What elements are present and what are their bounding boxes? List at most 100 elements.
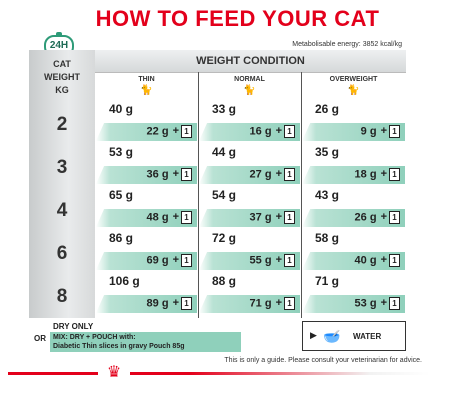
plus-sign: + — [275, 125, 282, 138]
mix-amount: 89 g +1 — [147, 297, 192, 310]
mix-band — [96, 295, 197, 313]
plus-sign: + — [275, 211, 282, 224]
plus-sign: + — [275, 254, 282, 267]
mix-band — [302, 252, 405, 270]
mix-amount: 9 g +1 — [361, 125, 400, 138]
plus-sign: + — [172, 297, 179, 310]
column-label: THIN — [138, 76, 155, 83]
dry-amount: 54 g — [212, 188, 237, 202]
water-bowl-icon: 🥣 — [323, 328, 341, 344]
plus-sign: + — [380, 254, 387, 267]
dry-amount: 65 g — [109, 188, 134, 202]
dry-amount: 106 g — [109, 274, 140, 288]
cat-icon: 🐈 — [140, 85, 153, 96]
mix-dry-amount: 37 g — [249, 211, 272, 224]
mix-dry-amount: 55 g — [249, 254, 272, 267]
pouch-icon: 1 — [284, 168, 295, 181]
pouch-icon: 1 — [284, 125, 295, 138]
plus-sign: + — [172, 211, 179, 224]
pouch-icon: 1 — [181, 297, 192, 310]
weight-header: CAT WEIGHT KG — [29, 58, 95, 97]
dry-amount: 58 g — [315, 231, 340, 245]
mix-band — [302, 123, 405, 141]
mix-dry-amount: 26 g — [354, 211, 377, 224]
mix-dry-amount: 22 g — [146, 125, 169, 138]
plus-sign: + — [275, 297, 282, 310]
mix-amount: 26 g +1 — [355, 211, 400, 224]
pouch-icon: 1 — [389, 125, 400, 138]
plus-sign: + — [172, 125, 179, 138]
plus-sign: + — [380, 125, 387, 138]
mix-amount: 22 g +1 — [147, 125, 192, 138]
plus-sign: + — [172, 168, 179, 181]
mix-band — [199, 123, 300, 141]
mix-amount: 48 g +1 — [147, 211, 192, 224]
mix-amount: 37 g +1 — [250, 211, 295, 224]
divider — [301, 72, 302, 318]
header-line: KG — [55, 85, 69, 95]
guide-note: This is only a guide. Please consult you… — [224, 357, 422, 364]
dry-amount: 43 g — [315, 188, 340, 202]
mix-amount: 27 g +1 — [250, 168, 295, 181]
mix-amount: 53 g +1 — [355, 297, 400, 310]
page-title: HOW TO FEED YOUR CAT — [95, 6, 380, 31]
header-line: WEIGHT — [44, 72, 80, 82]
arrow-icon: ▶ — [310, 330, 317, 340]
mix-legend: MIX: DRY + POUCH with: Diabetic Thin sli… — [50, 332, 241, 352]
mix-dry-amount: 9 g — [360, 125, 377, 138]
mix-band — [302, 295, 405, 313]
pouch-icon: 1 — [181, 168, 192, 181]
mix-dry-amount: 40 g — [354, 254, 377, 267]
weight-column: CAT WEIGHT KG — [29, 50, 95, 318]
mix-amount: 40 g +1 — [355, 254, 400, 267]
cat-icon: 🐈 — [243, 85, 256, 96]
dry-amount: 53 g — [109, 145, 134, 159]
weight-kg: 3 — [56, 157, 68, 178]
pouch-icon: 1 — [389, 297, 400, 310]
weight-kg: 8 — [56, 286, 68, 307]
mix-dry-amount: 36 g — [146, 168, 169, 181]
mix-dry-amount: 69 g — [146, 254, 169, 267]
header-line: CAT — [53, 59, 71, 69]
dry-amount: 72 g — [212, 231, 237, 245]
column-label: OVERWEIGHT — [329, 76, 378, 83]
pouch-icon: 1 — [389, 254, 400, 267]
mix-band — [199, 295, 300, 313]
column-label: NORMAL — [234, 76, 265, 83]
column-overweight: OVERWEIGHT 🐈 — [301, 72, 406, 100]
mix-band — [96, 166, 197, 184]
column-normal: NORMAL 🐈 — [198, 72, 301, 100]
dry-amount: 88 g — [212, 274, 237, 288]
column-thin: THIN 🐈 — [95, 72, 198, 100]
mix-band — [96, 209, 197, 227]
dry-amount: 86 g — [109, 231, 134, 245]
mix-amount: 16 g +1 — [250, 125, 295, 138]
mix-amount: 71 g +1 — [250, 297, 295, 310]
mix-dry-amount: 71 g — [249, 297, 272, 310]
mix-amount: 69 g +1 — [147, 254, 192, 267]
mix-band — [302, 209, 405, 227]
pouch-icon: 1 — [181, 125, 192, 138]
plus-sign: + — [172, 254, 179, 267]
water-legend: ▶ 🥣 WATER — [302, 321, 406, 351]
dry-amount: 26 g — [315, 102, 340, 116]
pouch-icon: 1 — [284, 211, 295, 224]
pouch-icon: 1 — [181, 211, 192, 224]
plus-sign: + — [380, 168, 387, 181]
weight-kg: 4 — [56, 200, 68, 221]
or-label: OR — [34, 334, 46, 343]
energy-label: Metabolisable energy: 3852 kcal/kg — [292, 41, 402, 48]
mix-band — [96, 123, 197, 141]
pouch-icon: 1 — [284, 254, 295, 267]
plus-sign: + — [380, 297, 387, 310]
pouch-icon: 1 — [389, 168, 400, 181]
plus-sign: + — [380, 211, 387, 224]
dry-amount: 33 g — [212, 102, 237, 116]
mix-band — [199, 252, 300, 270]
mix-line2: Diabetic Thin slices in gravy Pouch 85g — [53, 343, 185, 350]
feeding-table: CAT WEIGHT KG WEIGHT CONDITION THIN 🐈 NO… — [29, 50, 406, 318]
dry-amount: 71 g — [315, 274, 340, 288]
pouch-icon: 1 — [284, 297, 295, 310]
weight-kg: 2 — [56, 114, 68, 135]
mix-dry-amount: 16 g — [249, 125, 272, 138]
